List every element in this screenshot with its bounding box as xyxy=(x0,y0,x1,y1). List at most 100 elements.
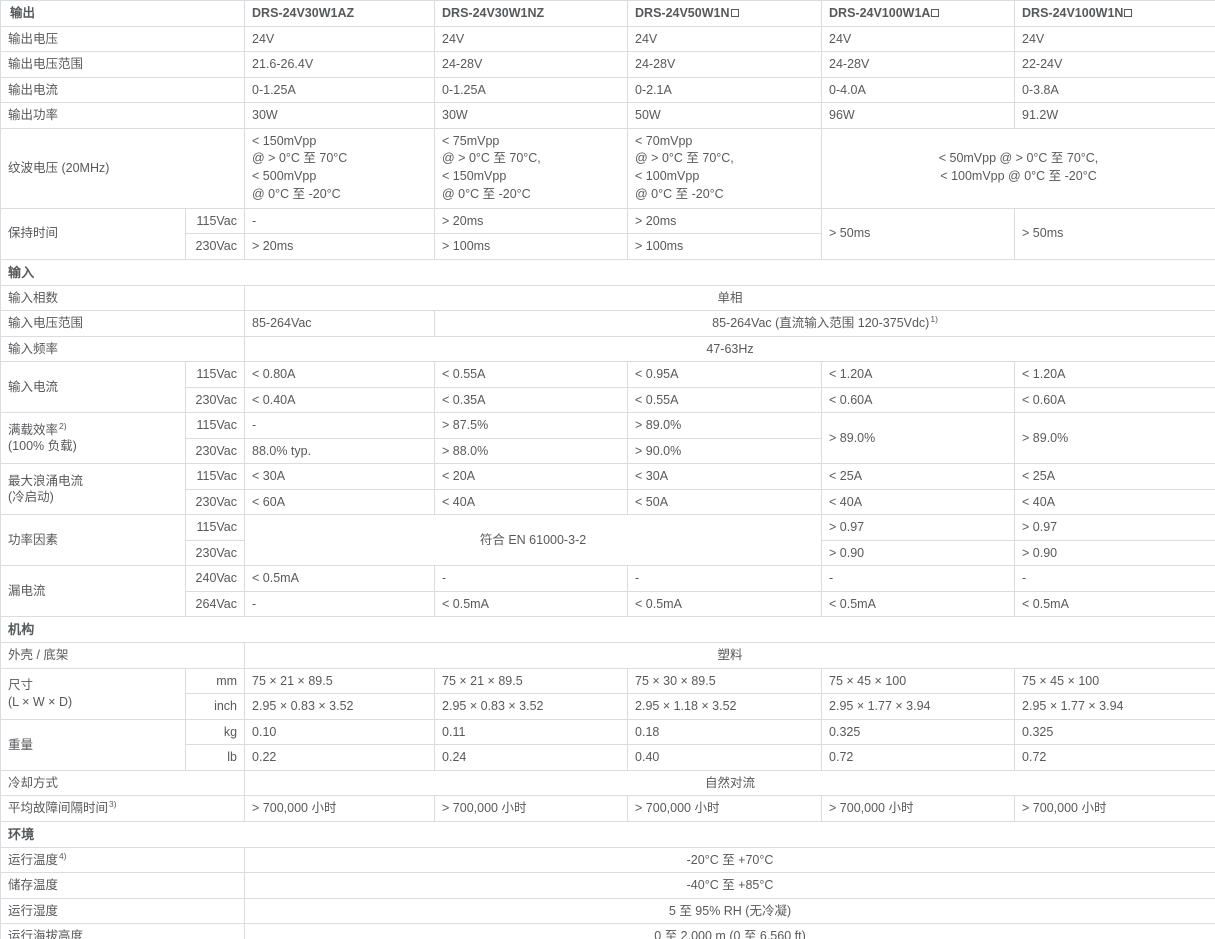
row-label-power-factor: 功率因素 xyxy=(0,514,186,567)
missing-glyph-box-icon xyxy=(1124,9,1133,17)
cell-value: 0-2.1A xyxy=(627,76,823,103)
cell-value: > 88.0% xyxy=(434,437,629,465)
table-row: 功率因素 115Vac 符合 EN 61000-3-2 > 0.97 > 0.9… xyxy=(0,514,1215,567)
column-header-output: 输出 xyxy=(0,0,246,27)
table-row: 230Vac 88.0% typ. > 88.0% > 90.0% xyxy=(1,437,1215,465)
row-label-operating-altitude: 运行海拔高度 xyxy=(0,923,246,939)
cell-value: < 40A xyxy=(434,488,629,516)
cell-value: - xyxy=(1014,565,1215,592)
cell-value-ripple-3: < 70mVpp @ > 0°C 至 70°C, < 100mVpp @ 0°C… xyxy=(627,127,823,209)
cell-value: < 25A xyxy=(821,463,1016,490)
cell-value: 30W xyxy=(434,102,629,129)
table-row: 漏电流 240Vac < 0.5mA - - - - xyxy=(0,565,1215,618)
cell-value: > 100ms xyxy=(434,233,629,260)
model-name-1: DRS-24V30W1AZ xyxy=(252,6,355,20)
section-header-row: 环境 xyxy=(0,820,1215,848)
footnote-marker: 1) xyxy=(930,314,938,324)
cell-value: > 700,000 小时 xyxy=(821,795,1016,822)
cell-value: 2.95 × 1.77 × 3.94 xyxy=(1014,693,1215,720)
cell-value: 85-264Vac xyxy=(244,310,436,337)
model-name-2: DRS-24V30W1NZ xyxy=(442,6,545,20)
cell-value: 0.325 xyxy=(821,718,1016,746)
cell-value: 0.325 xyxy=(1014,718,1215,746)
row-label-storage-temperature: 储存温度 xyxy=(0,872,246,899)
cell-value-merged: 塑料 xyxy=(244,642,1215,669)
table-row: 冷却方式 自然对流 xyxy=(0,769,1215,797)
cell-value: 50W xyxy=(627,102,823,129)
cell-value: 0-1.25A xyxy=(434,76,629,103)
column-header-model-1: DRS-24V30W1AZ xyxy=(244,0,436,27)
model-name-5: DRS-24V100W1N xyxy=(1022,6,1124,20)
cell-value: < 30A xyxy=(244,463,436,490)
cell-value: < 0.60A xyxy=(1014,386,1215,414)
cell-value: > 700,000 小时 xyxy=(627,795,823,822)
table-row: 尺寸 (L × W × D) mm 75 × 21 × 89.5 75 × 21… xyxy=(0,667,1215,720)
sub-label-115vac: 115Vac xyxy=(184,207,246,234)
cell-value: < 0.35A xyxy=(434,386,629,414)
table-row: 运行海拔高度 0 至 2,000 m (0 至 6,560 ft) xyxy=(0,923,1215,939)
cell-value: - xyxy=(244,590,436,618)
sub-label-230vac: 230Vac xyxy=(184,437,246,465)
cell-value: < 30A xyxy=(627,463,823,490)
cell-value: 75 × 21 × 89.5 xyxy=(244,667,436,695)
sub-label-230vac: 230Vac xyxy=(184,386,246,414)
cell-value: 21.6-26.4V xyxy=(244,51,436,78)
sub-label-mm: mm xyxy=(184,667,246,695)
cell-value: 75 × 45 × 100 xyxy=(821,667,1016,695)
cell-value: > 700,000 小时 xyxy=(1014,795,1215,822)
row-label-input-frequency: 输入频率 xyxy=(0,335,246,363)
cell-value: > 100ms xyxy=(627,233,823,260)
cell-value: > 700,000 小时 xyxy=(434,795,629,822)
cell-value: < 0.5mA xyxy=(434,590,629,618)
row-label-input-phase: 输入相数 xyxy=(0,284,246,312)
table-row: 输出电压范围 21.6-26.4V 24-28V 24-28V 24-28V 2… xyxy=(0,51,1215,78)
column-header-model-3: DRS-24V50W1N xyxy=(627,0,823,27)
model-name-4: DRS-24V100W1A xyxy=(829,6,931,20)
cell-value-merged-power-factor: 符合 EN 61000-3-2 xyxy=(244,514,823,567)
cell-value: - xyxy=(627,565,823,592)
row-label-holdup-time: 保持时间 xyxy=(0,207,186,260)
cell-value: < 20A xyxy=(434,463,629,490)
cell-value: 24-28V xyxy=(434,51,629,78)
footnote-marker: 4) xyxy=(59,850,67,861)
row-label-case-chassis: 外壳 / 底架 xyxy=(0,642,246,669)
cell-value: 24V xyxy=(1014,25,1215,52)
row-label-ripple-voltage: 纹波电压 (20MHz) xyxy=(0,127,246,209)
sub-label-264vac: 264Vac xyxy=(184,590,246,618)
cell-value: < 60A xyxy=(244,488,436,516)
table-row: 输入相数 单相 xyxy=(0,284,1215,312)
cell-value-ripple-1: < 150mVpp @ > 0°C 至 70°C < 500mVpp @ 0°C… xyxy=(244,127,436,209)
cell-value: - xyxy=(244,412,436,439)
cell-value-merged: 5 至 95% RH (无冷凝) xyxy=(244,897,1215,925)
cell-value: 24V xyxy=(821,25,1016,52)
cell-value: < 0.60A xyxy=(821,386,1016,414)
cell-value: 24-28V xyxy=(821,51,1016,78)
cell-value: - xyxy=(434,565,629,592)
table-row: 保持时间 115Vac - > 20ms > 20ms > 50ms > 50m… xyxy=(0,207,1215,260)
section-header-environment: 环境 xyxy=(0,820,1215,848)
section-header-input: 输入 xyxy=(0,258,1215,286)
table-row: inch 2.95 × 0.83 × 3.52 2.95 × 0.83 × 3.… xyxy=(1,693,1215,720)
table-row: 输入电流 115Vac < 0.80A < 0.55A < 0.95A < 1.… xyxy=(0,361,1215,414)
table-row: 储存温度 -40°C 至 +85°C xyxy=(0,872,1215,899)
sub-label-115vac: 115Vac xyxy=(184,361,246,388)
cell-value: < 50A xyxy=(627,488,823,516)
cell-value: < 0.40A xyxy=(244,386,436,414)
cell-value: > 700,000 小时 xyxy=(244,795,436,822)
table-row: 纹波电压 (20MHz) < 150mVpp @ > 0°C 至 70°C < … xyxy=(0,127,1215,209)
column-header-model-5: DRS-24V100W1N xyxy=(1014,0,1215,27)
cell-value: 91.2W xyxy=(1014,102,1215,129)
cell-value: < 40A xyxy=(1014,488,1215,516)
cell-value-merged: > 50ms xyxy=(821,207,1016,260)
table-row: 重量 kg 0.10 0.11 0.18 0.325 0.325 xyxy=(0,718,1215,771)
cell-value: > 87.5% xyxy=(434,412,629,439)
cell-value: > 20ms xyxy=(627,207,823,234)
cell-value: 2.95 × 0.83 × 3.52 xyxy=(434,693,629,720)
table-row: 230Vac < 0.40A < 0.35A < 0.55A < 0.60A <… xyxy=(1,386,1215,414)
row-label-leakage-current: 漏电流 xyxy=(0,565,186,618)
row-label-cooling-method: 冷却方式 xyxy=(0,769,246,797)
cell-value: < 0.55A xyxy=(434,361,629,388)
cell-value: 22-24V xyxy=(1014,51,1215,78)
cell-value-merged: -20°C 至 +70°C xyxy=(244,846,1215,874)
